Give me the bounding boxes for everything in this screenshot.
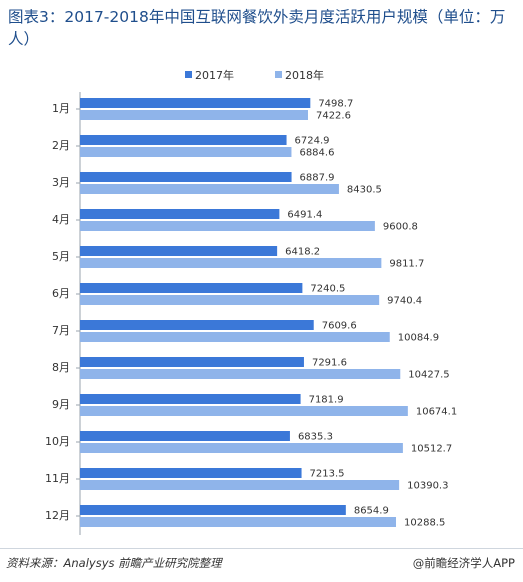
bar-2018 bbox=[80, 369, 401, 379]
y-tick-label: 6月 bbox=[52, 287, 70, 300]
data-label: 7498.7 bbox=[318, 99, 353, 110]
data-label: 7291.6 bbox=[312, 358, 347, 369]
bar-2017 bbox=[80, 172, 292, 182]
legend-label-1: 2017年 bbox=[195, 68, 234, 82]
bar-2017 bbox=[80, 283, 303, 293]
bar-2018 bbox=[80, 184, 339, 194]
data-label: 7422.6 bbox=[316, 111, 351, 122]
data-label: 7213.5 bbox=[310, 469, 345, 480]
data-label: 6724.9 bbox=[295, 136, 330, 147]
bar-2018 bbox=[80, 480, 400, 490]
data-label: 10427.5 bbox=[408, 370, 449, 381]
legend-label-2: 2018年 bbox=[285, 68, 324, 82]
bar-2018 bbox=[80, 110, 308, 120]
bar-2017 bbox=[80, 320, 314, 330]
legend-swatch-1 bbox=[185, 71, 192, 78]
y-tick-label: 1月 bbox=[52, 102, 70, 115]
bar-2017 bbox=[80, 135, 287, 145]
bar-2017 bbox=[80, 357, 304, 367]
legend: 2017年 2018年 bbox=[185, 68, 324, 82]
y-tick-label: 7月 bbox=[52, 324, 70, 337]
y-tick-label: 12月 bbox=[45, 509, 70, 522]
bar-2018 bbox=[80, 258, 382, 268]
data-label: 6835.3 bbox=[298, 432, 333, 443]
bar-2017 bbox=[80, 98, 311, 108]
bar-2017 bbox=[80, 394, 301, 404]
data-label: 6491.4 bbox=[287, 210, 322, 221]
data-label: 10512.7 bbox=[411, 444, 452, 455]
data-label: 10390.3 bbox=[407, 481, 448, 492]
bar-2018 bbox=[80, 332, 390, 342]
data-label: 10084.9 bbox=[398, 333, 439, 344]
data-label: 7609.6 bbox=[322, 321, 357, 332]
bar-2017 bbox=[80, 246, 278, 256]
legend-swatch-2 bbox=[275, 71, 282, 78]
y-tick-label: 4月 bbox=[52, 213, 70, 226]
bar-2018 bbox=[80, 443, 403, 453]
bar-2017 bbox=[80, 431, 290, 441]
data-label: 6887.9 bbox=[300, 173, 335, 184]
bar-2018 bbox=[80, 147, 292, 157]
data-label: 6884.6 bbox=[299, 148, 334, 159]
y-tick-label: 2月 bbox=[52, 139, 70, 152]
y-tick-label: 11月 bbox=[45, 472, 70, 485]
data-label: 9600.8 bbox=[383, 222, 418, 233]
chart-title: 图表3：2017-2018年中国互联网餐饮外卖月度活跃用户规模（单位：万人） bbox=[8, 8, 506, 48]
y-tick-label: 10月 bbox=[45, 435, 70, 448]
data-label: 9740.4 bbox=[387, 296, 422, 307]
bar-2018 bbox=[80, 221, 375, 231]
bar-2018 bbox=[80, 517, 397, 527]
data-label: 6418.2 bbox=[285, 247, 320, 258]
footer-divider bbox=[0, 548, 523, 549]
bar-2017 bbox=[80, 505, 346, 515]
data-label: 7240.5 bbox=[310, 284, 345, 295]
bar-2017 bbox=[80, 468, 302, 478]
source-note: 资料来源：Analysys 前瞻产业研究院整理 bbox=[6, 556, 222, 570]
y-tick-label: 9月 bbox=[52, 398, 70, 411]
y-tick-label: 5月 bbox=[52, 250, 70, 263]
data-label: 8654.9 bbox=[354, 506, 389, 517]
bar-2017 bbox=[80, 209, 280, 219]
bar-2018 bbox=[80, 406, 408, 416]
bar-2018 bbox=[80, 295, 380, 305]
brand-watermark: @前瞻经济学人APP bbox=[412, 556, 515, 570]
y-tick-label: 3月 bbox=[52, 176, 70, 189]
data-label: 7181.9 bbox=[309, 395, 344, 406]
data-label: 8430.5 bbox=[347, 185, 382, 196]
data-label: 9811.7 bbox=[389, 259, 424, 270]
y-tick-label: 8月 bbox=[52, 361, 70, 374]
data-label: 10674.1 bbox=[416, 407, 457, 418]
data-label: 10288.5 bbox=[404, 518, 445, 529]
